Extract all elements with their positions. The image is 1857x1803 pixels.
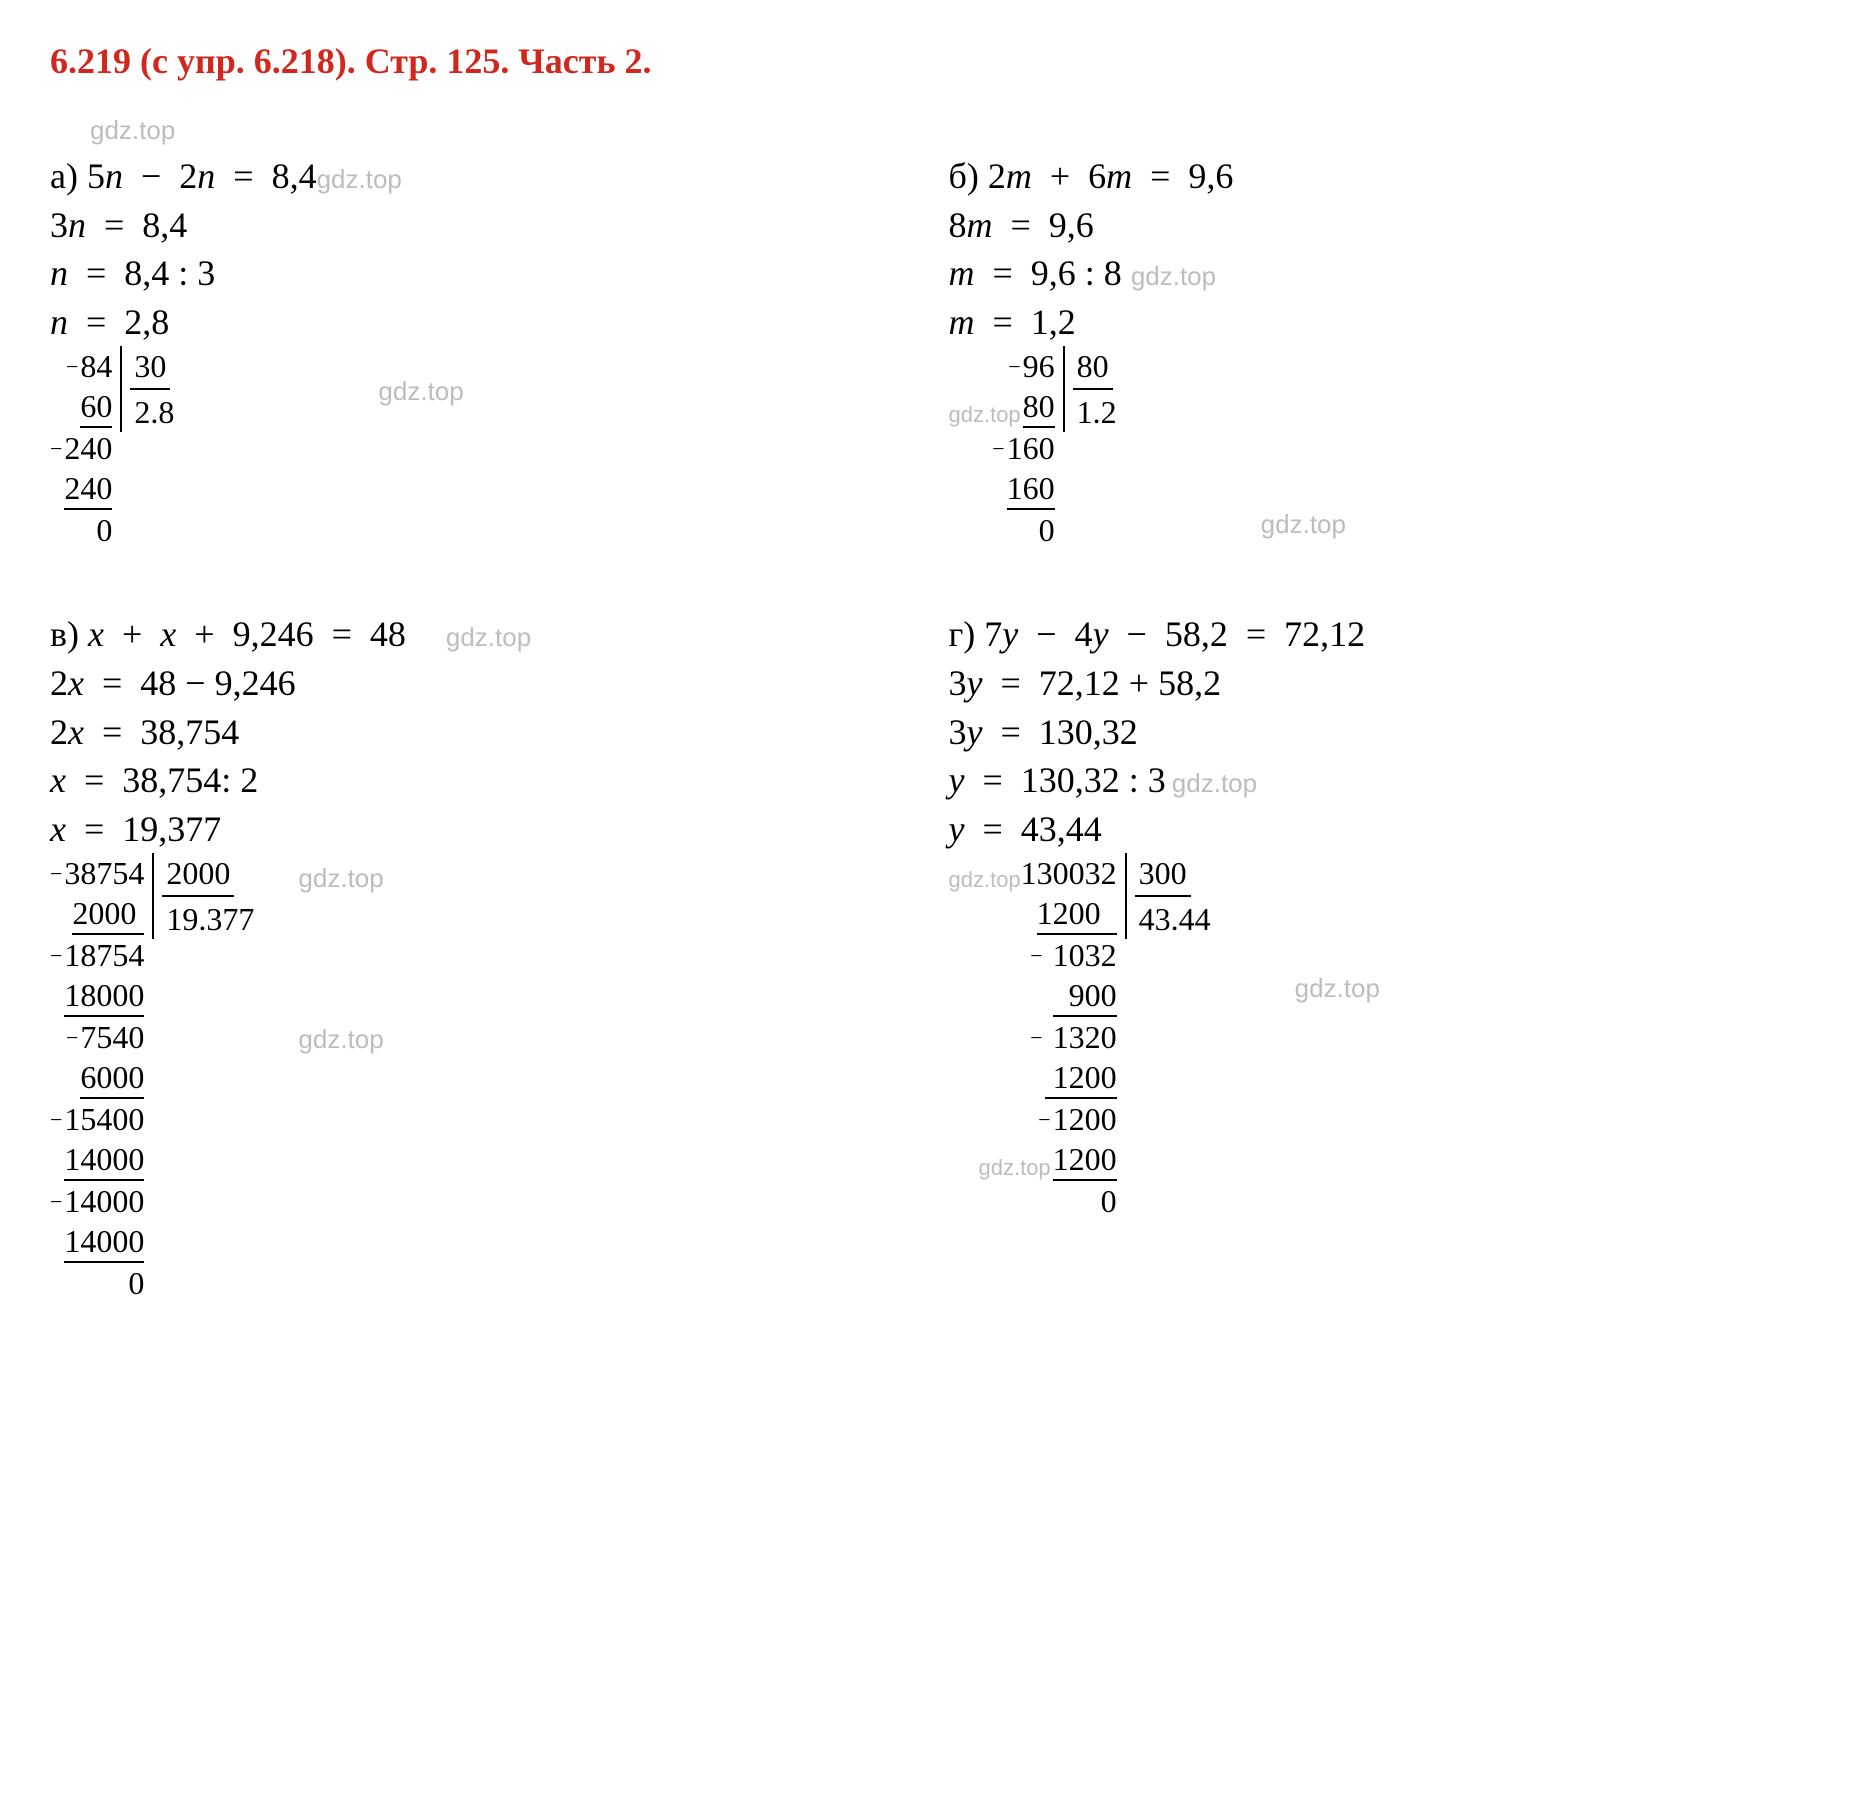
divisor-v: 2000 xyxy=(162,853,234,897)
watermark: gdz.top xyxy=(949,866,1021,894)
label-g: г) xyxy=(949,614,976,654)
watermark: gdz.top xyxy=(1172,768,1257,798)
quot-g: 43.44 xyxy=(1135,897,1215,939)
col-g: г) 7y − 4y − 58,2 = 72,12 3y = 72,12 + 5… xyxy=(949,610,1808,1303)
row-vg: в) x + x + 9,246 = 48gdz.top 2x = 48 − 9… xyxy=(50,610,1807,1303)
watermark: gdz.top xyxy=(949,401,1021,429)
watermark: gdz.top xyxy=(1295,973,1380,1004)
watermark: gdz.top xyxy=(298,1024,383,1055)
watermark: gdz.top xyxy=(979,1154,1051,1182)
divisor-a: 30 xyxy=(130,346,170,390)
quot-a: 2.8 xyxy=(130,390,178,432)
watermark: gdz.top xyxy=(90,115,175,145)
longdiv-b: −96 gdz.top80 −160 160 0 80 1.2 xyxy=(949,346,1121,550)
row-ab: а) 5n − 2n = 8,4gdz.top 3n = 8,4 n = 8,4… xyxy=(50,152,1807,550)
heading: 6.219 (с упр. 6.218). Стр. 125. Часть 2. xyxy=(50,40,1807,82)
label-b: б) xyxy=(949,156,979,196)
divisor-b: 80 xyxy=(1073,346,1113,390)
quot-v: 19.377 xyxy=(162,897,258,939)
watermark: gdz.top xyxy=(298,863,383,894)
watermark: gdz.top xyxy=(1131,261,1216,291)
watermark: gdz.top xyxy=(446,620,531,655)
longdiv-g: gdz.top130032 1200 − 1032 900 − 1320 120… xyxy=(949,853,1215,1221)
label-v: в) xyxy=(50,614,79,654)
longdiv-a: −84 60 −240 240 0 30 2.8 xyxy=(50,346,178,550)
col-a: а) 5n − 2n = 8,4gdz.top 3n = 8,4 n = 8,4… xyxy=(50,152,909,550)
longdiv-v: −38754 2000 −18754 18000 −7540 6000 −154… xyxy=(50,853,258,1303)
divisor-g: 300 xyxy=(1135,853,1191,897)
watermark: gdz.top xyxy=(378,376,463,407)
watermark: gdz.top xyxy=(317,164,402,194)
quot-b: 1.2 xyxy=(1073,390,1121,432)
col-v: в) x + x + 9,246 = 48gdz.top 2x = 48 − 9… xyxy=(50,610,909,1303)
watermark: gdz.top xyxy=(1261,509,1346,540)
col-b: б) 2m + 6m = 9,6 8m = 9,6 m = 9,6 : 8 gd… xyxy=(949,152,1808,550)
label-a: а) xyxy=(50,156,78,196)
